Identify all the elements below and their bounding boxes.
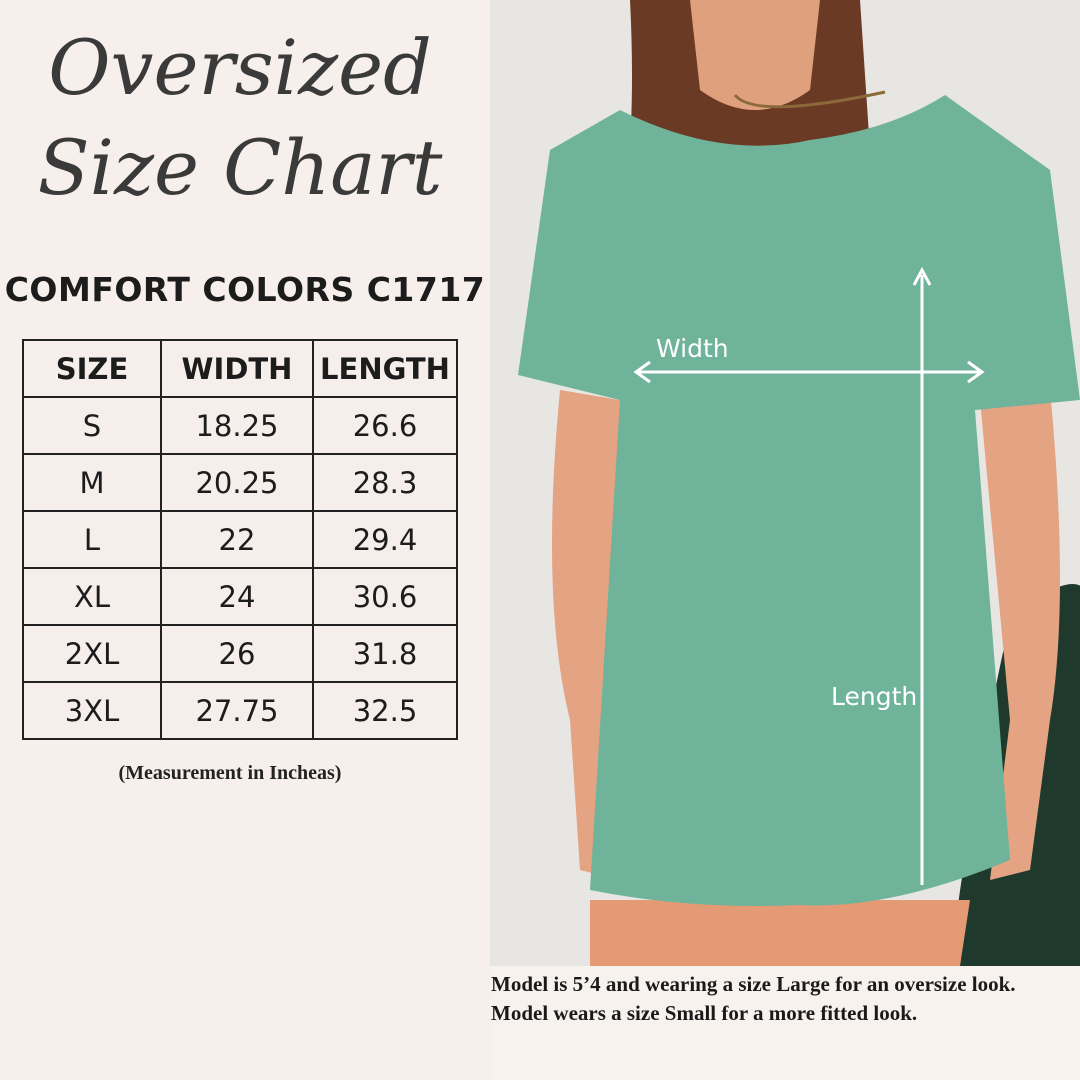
width-label: Width: [656, 334, 729, 363]
cell-length: 28.3: [312, 453, 458, 512]
cell-length: 30.6: [312, 567, 458, 626]
header-width: WIDTH: [160, 339, 314, 398]
cell-length: 29.4: [312, 510, 458, 569]
neck: [690, 0, 820, 110]
cell-width: 20.25: [160, 453, 314, 512]
table-row: M 20.25 28.3: [22, 453, 458, 512]
length-arrow-head: [912, 266, 932, 286]
table-header-row: SIZE WIDTH LENGTH: [22, 339, 458, 398]
cell-width: 18.25: [160, 396, 314, 455]
header-size: SIZE: [22, 339, 162, 398]
model-photo: Width Length: [490, 0, 1080, 966]
table-row: 3XL 27.75 32.5: [22, 681, 458, 740]
cell-length: 31.8: [312, 624, 458, 683]
measurement-note: (Measurement in Incheas): [118, 762, 342, 784]
size-chart-panel: Oversized Size Chart COMFORT COLORS C171…: [0, 0, 490, 1080]
cell-width: 22: [160, 510, 314, 569]
cell-size: M: [22, 453, 162, 512]
cell-size: 3XL: [22, 681, 162, 740]
cell-size: XL: [22, 567, 162, 626]
cell-width: 24: [160, 567, 314, 626]
table-row: L 22 29.4: [22, 510, 458, 569]
table-row: S 18.25 26.6: [22, 396, 458, 455]
heading-line-1: Oversized: [48, 23, 432, 112]
model-illustration: [490, 0, 1080, 966]
table-row: XL 24 30.6: [22, 567, 458, 626]
caption-line-2: Model wears a size Small for a more fitt…: [491, 1001, 918, 1025]
width-arrow-heads: [633, 360, 985, 384]
model-caption: Model is 5’4 and wearing a size Large fo…: [491, 970, 1016, 1028]
legs: [590, 900, 970, 966]
cell-size: L: [22, 510, 162, 569]
length-label: Length: [831, 682, 918, 711]
cell-length: 26.6: [312, 396, 458, 455]
size-table: SIZE WIDTH LENGTH S 18.25 26.6 M 20.25 28.3 L 2…: [22, 339, 458, 740]
necklace: [733, 90, 886, 109]
right-arm: [980, 390, 1060, 880]
cell-width: 27.75: [160, 681, 314, 740]
heading-line-2: Size Chart: [37, 123, 443, 212]
t-shirt: [518, 95, 1080, 906]
table-row: 2XL 26 31.8: [22, 624, 458, 683]
cell-width: 26: [160, 624, 314, 683]
caption-line-1: Model is 5’4 and wearing a size Large fo…: [491, 972, 1016, 996]
cell-length: 32.5: [312, 681, 458, 740]
cell-size: 2XL: [22, 624, 162, 683]
cell-size: S: [22, 396, 162, 455]
product-subtitle: COMFORT COLORS C1717: [4, 270, 486, 309]
header-length: LENGTH: [312, 339, 458, 398]
